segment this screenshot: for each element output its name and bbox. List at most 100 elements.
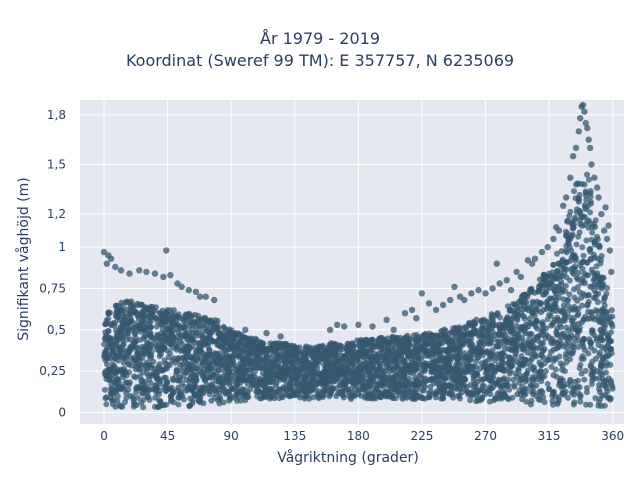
data-point xyxy=(564,217,571,224)
data-point xyxy=(495,376,502,383)
data-point xyxy=(215,358,222,365)
data-point-outlier xyxy=(439,301,447,309)
data-point xyxy=(595,342,602,348)
data-point xyxy=(600,317,607,324)
data-point xyxy=(222,389,229,396)
data-point xyxy=(456,362,463,368)
data-point-outlier xyxy=(126,270,133,277)
data-point xyxy=(580,278,587,285)
data-point xyxy=(257,375,264,382)
data-point xyxy=(509,394,516,401)
data-point xyxy=(577,262,584,269)
data-point-outlier xyxy=(136,267,143,274)
data-point xyxy=(191,311,198,318)
data-point xyxy=(139,343,146,350)
data-point xyxy=(426,390,432,397)
data-point xyxy=(551,302,558,309)
data-point xyxy=(575,344,582,350)
data-point xyxy=(205,335,212,342)
data-point xyxy=(576,289,583,296)
data-point xyxy=(582,189,589,196)
data-point xyxy=(596,349,603,356)
data-point xyxy=(228,372,235,379)
data-point xyxy=(101,341,108,348)
data-point xyxy=(351,364,358,370)
data-point xyxy=(510,307,517,314)
data-point xyxy=(179,355,186,362)
data-point xyxy=(589,229,596,236)
y-tick-label: 1,8 xyxy=(47,108,66,122)
data-point xyxy=(571,286,577,293)
data-point xyxy=(533,382,540,389)
data-point xyxy=(456,332,463,339)
data-point xyxy=(257,364,264,371)
data-point xyxy=(582,367,589,374)
data-point-outlier xyxy=(418,290,426,297)
data-point xyxy=(122,399,128,406)
data-point xyxy=(412,382,419,389)
data-point-outlier xyxy=(178,283,185,290)
data-point xyxy=(140,404,147,411)
data-point xyxy=(174,387,181,394)
data-point xyxy=(596,242,603,249)
data-point xyxy=(290,360,297,367)
data-point-outlier xyxy=(493,260,500,267)
data-point xyxy=(269,388,276,395)
data-point xyxy=(587,283,594,290)
data-point xyxy=(556,353,563,360)
data-point xyxy=(232,362,239,369)
data-point xyxy=(146,396,153,403)
data-point xyxy=(219,341,225,348)
data-point xyxy=(165,361,172,368)
data-point xyxy=(198,369,205,376)
data-point xyxy=(579,222,586,229)
data-point xyxy=(192,319,198,326)
data-point xyxy=(310,375,317,382)
data-point xyxy=(544,380,551,387)
data-point xyxy=(403,338,410,345)
data-point xyxy=(123,372,130,379)
data-point xyxy=(276,386,283,393)
data-point xyxy=(553,290,560,297)
data-point xyxy=(454,356,461,363)
data-point xyxy=(472,372,478,379)
data-point xyxy=(216,395,223,402)
data-point xyxy=(200,315,207,322)
x-tick-label: 315 xyxy=(538,429,561,443)
data-point xyxy=(462,369,469,376)
data-point xyxy=(492,312,499,319)
data-point-outlier xyxy=(185,286,192,294)
data-point xyxy=(199,384,206,391)
data-point-outlier xyxy=(326,326,334,333)
data-point xyxy=(531,344,538,351)
data-point xyxy=(581,376,588,383)
data-point xyxy=(385,365,392,371)
data-point xyxy=(598,362,605,369)
data-point xyxy=(128,327,135,334)
data-point xyxy=(437,370,444,377)
data-point xyxy=(220,324,227,331)
data-point xyxy=(558,260,564,267)
data-point xyxy=(432,394,439,401)
data-point xyxy=(118,366,125,373)
data-point xyxy=(186,383,193,390)
data-point xyxy=(480,316,487,323)
data-point xyxy=(120,359,127,366)
data-point xyxy=(300,358,307,364)
data-point-outlier xyxy=(577,115,584,122)
x-tick-label: 135 xyxy=(283,429,306,443)
data-point xyxy=(528,286,535,293)
data-point xyxy=(339,380,346,387)
data-point xyxy=(583,197,590,203)
data-point xyxy=(512,353,519,360)
data-point xyxy=(313,348,320,355)
data-point xyxy=(589,377,596,384)
data-point xyxy=(192,378,199,385)
data-point xyxy=(308,351,315,358)
data-point-outlier xyxy=(202,293,209,300)
data-point xyxy=(304,392,311,399)
data-point xyxy=(254,344,261,351)
data-point xyxy=(535,283,542,290)
data-point xyxy=(510,382,517,389)
data-point-outlier xyxy=(413,315,420,322)
